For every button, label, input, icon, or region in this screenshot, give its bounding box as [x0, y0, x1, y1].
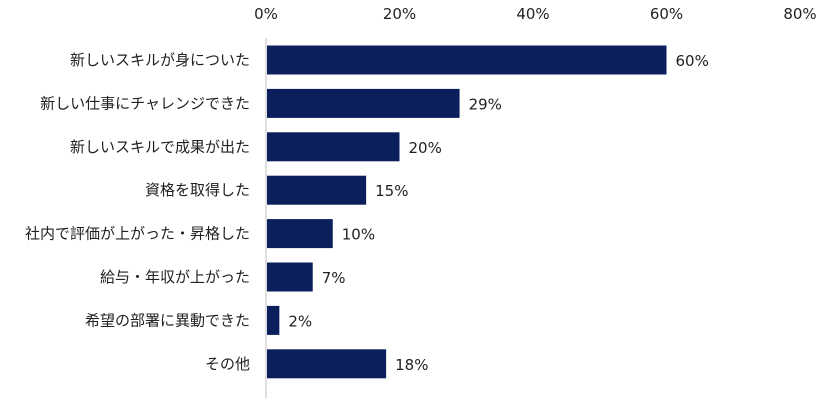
- data-label: 15%: [375, 182, 408, 200]
- data-label: 7%: [322, 269, 346, 287]
- data-label: 60%: [676, 52, 709, 70]
- category-label: その他: [205, 355, 250, 373]
- category-label: 希望の部署に異動できた: [85, 311, 250, 329]
- x-tick-label: 60%: [650, 5, 683, 23]
- x-tick-label: 40%: [516, 5, 549, 23]
- category-label: 給与・年収が上がった: [100, 268, 250, 286]
- category-labels: 新しいスキルが身についた新しい仕事にチャレンジできた新しいスキルで成果が出た資格…: [25, 51, 250, 373]
- bars: [267, 45, 667, 379]
- bar: [267, 88, 460, 118]
- category-label: 社内で評価が上がった・昇格した: [25, 225, 250, 243]
- category-label: 資格を取得した: [145, 181, 250, 199]
- data-label: 20%: [409, 139, 442, 157]
- x-tick-label: 20%: [383, 5, 416, 23]
- bar: [267, 219, 333, 249]
- data-label: 10%: [342, 226, 375, 244]
- x-axis-ticks: 0% 20% 40% 60% 80%: [254, 5, 817, 23]
- bar: [267, 45, 667, 75]
- x-tick-label: 80%: [783, 5, 816, 23]
- bar: [267, 132, 400, 162]
- category-label: 新しいスキルが身についた: [70, 51, 250, 69]
- category-label: 新しい仕事にチャレンジできた: [40, 94, 250, 112]
- x-tick-label: 0%: [254, 5, 278, 23]
- data-label: 2%: [288, 312, 312, 330]
- value-labels: 60% 29% 20% 15% 10% 7% 2% 18%: [288, 52, 708, 374]
- bar: [267, 175, 367, 205]
- bar: [267, 305, 280, 335]
- category-label: 新しいスキルで成果が出た: [70, 138, 250, 156]
- bar: [267, 262, 313, 292]
- data-label: 29%: [469, 95, 502, 113]
- data-label: 18%: [395, 356, 428, 374]
- bar: [267, 349, 387, 379]
